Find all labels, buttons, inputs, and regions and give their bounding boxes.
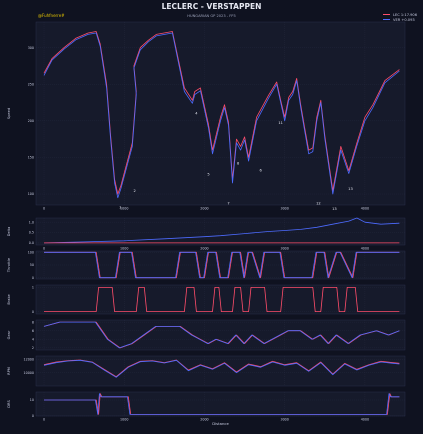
corner-label: 12: [316, 202, 321, 206]
y-tick-label: 6: [32, 329, 34, 333]
x-tick-label: 2000: [200, 418, 208, 422]
series-line-gear-1: [43, 321, 400, 349]
legend: LEC 1:17.906 VER +0.093: [383, 13, 418, 22]
series-line-throttle-1: [44, 251, 400, 279]
series-line-speed-1: [43, 32, 400, 199]
x-tick-label: 0: [43, 207, 45, 211]
corner-label: 2: [134, 189, 136, 193]
corner-label: 1: [119, 205, 121, 209]
y-axis-label: Throttle: [7, 257, 11, 273]
y-tick-label: 0: [32, 414, 34, 418]
panel-frame-drs: [35, 391, 406, 417]
y-tick-label: 100: [28, 192, 34, 196]
panel-rpm: 10000 12000 RPM: [7, 355, 406, 387]
y-tick-label: 0: [32, 276, 34, 280]
x-tick-label: 4000: [361, 418, 369, 422]
y-tick-label: 50: [30, 263, 34, 267]
y-tick-label: 0.0: [29, 241, 34, 245]
y-axis-label: Gear: [7, 330, 11, 339]
y-tick-label: 10: [30, 398, 34, 402]
panel-speed: 0 1000 2000 3000 4000100150200250300Speed124…: [7, 21, 406, 211]
y-tick-label: 8: [32, 320, 34, 324]
y-tick-label: 0: [32, 310, 34, 314]
x-tick-label: 2000: [200, 207, 208, 211]
y-tick-label: 4: [32, 337, 34, 341]
series-line-brake-0: [44, 287, 400, 312]
corner-label: 5: [207, 172, 209, 176]
series-line-rpm-0: [43, 359, 400, 378]
chart-subtitle: HUNGARIAN GP 2023 - FP3: [187, 14, 235, 18]
y-tick-label: 250: [28, 82, 34, 86]
y-axis-label: Speed: [7, 108, 11, 119]
x-tick-label: 1000: [120, 247, 128, 251]
x-tick-label: 1000: [120, 418, 128, 422]
y-tick-label: 100: [28, 250, 34, 254]
y-tick-label: 200: [28, 119, 34, 123]
x-tick-label: 1000: [120, 207, 128, 211]
x-tick-label: 3000: [280, 247, 288, 251]
watermark: @Fuhfnerre#: [38, 13, 65, 18]
corner-label: 11: [278, 121, 283, 125]
corner-label: 13: [332, 207, 337, 211]
series-line-drs-1: [44, 393, 400, 415]
x-tick-label: 2000: [200, 247, 208, 251]
panel-brake: 0 1 Brake: [7, 284, 406, 315]
y-tick-label: 1: [32, 286, 34, 290]
y-axis-label: RPM: [7, 367, 11, 375]
y-tick-label: 150: [28, 156, 34, 160]
corner-label: 8: [237, 161, 240, 165]
y-tick-label: 10000: [24, 371, 35, 375]
x-tick-label: 3000: [280, 207, 288, 211]
y-tick-label: 1.0: [29, 220, 34, 224]
corner-label: 7: [227, 202, 229, 206]
panel-delta: 0 1000 2000 3000 4000 0.0 0.5 1.0 Delta: [7, 217, 406, 251]
series-line-rpm-1: [43, 359, 400, 378]
corner-label: 13: [348, 187, 353, 191]
x-tick-label: 0: [43, 418, 45, 422]
x-tick-label: 0: [43, 247, 45, 251]
panel-drs: 0 1000 2000 3000 4000 0 10 DRS Distance: [7, 391, 406, 426]
panel-throttle: 0 50 100 Throttle: [7, 250, 406, 280]
y-tick-label: 12000: [24, 358, 35, 362]
panel-frame-gear: [35, 319, 406, 351]
y-tick-label: 0.5: [29, 231, 34, 235]
x-axis-label: Distance: [212, 421, 229, 426]
x-tick-label: 4000: [361, 207, 369, 211]
y-tick-label: 2: [32, 346, 34, 350]
panel-frame-rpm: [35, 355, 406, 387]
y-tick-label: 300: [28, 46, 34, 50]
legend-label-ver: VER +0.093: [393, 18, 415, 22]
corner-label: 4: [195, 112, 198, 116]
corner-label: 6: [259, 169, 262, 173]
y-axis-label: DRS: [7, 400, 11, 408]
x-tick-label: 3000: [280, 418, 288, 422]
chart-title: LECLERC - VERSTAPPEN: [162, 2, 262, 11]
chart-panels: 0 1000 2000 3000 4000100150200250300Speed124…: [7, 21, 406, 426]
panel-frame-speed: [35, 21, 406, 206]
series-line-delta-0: [43, 217, 400, 244]
y-axis-label: Delta: [7, 227, 11, 237]
x-tick-label: 4000: [361, 247, 369, 251]
panel-gear: 2 4 6 8 Gear: [7, 319, 406, 351]
y-axis-label: Brake: [7, 294, 11, 305]
legend-label-lec: LEC 1:17.906: [393, 13, 418, 17]
